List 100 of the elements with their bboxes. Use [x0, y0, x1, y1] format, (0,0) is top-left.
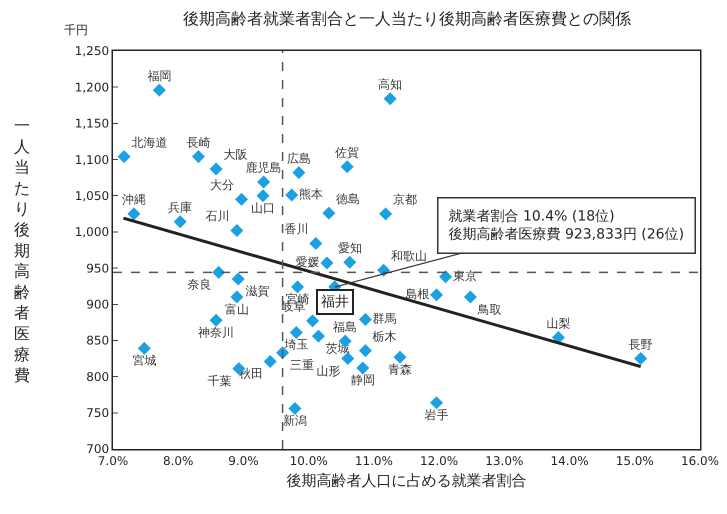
series-label: 栃木 — [372, 329, 397, 344]
point — [430, 288, 443, 302]
text: 千円 — [64, 23, 88, 37]
chart-title: 後期高齢者就業者割合と一人当たり後期高齢者医療費との関係 — [183, 9, 632, 28]
x-tick-label: 9.0% — [228, 454, 259, 468]
series-label: 香川 — [284, 222, 309, 236]
point — [322, 206, 336, 220]
series-label: 福島 — [333, 320, 358, 334]
point — [430, 396, 443, 410]
point — [285, 188, 298, 202]
y-tick-label: 1,050 — [74, 188, 110, 203]
series-label: 鳥取 — [476, 302, 502, 316]
series-label: 長崎 — [186, 135, 210, 150]
point — [306, 314, 320, 328]
y-tick-label: 700 — [86, 442, 110, 456]
point — [379, 207, 392, 220]
series-label: 奈良 — [187, 278, 212, 292]
y-tick-label: 750 — [86, 406, 110, 420]
series-label: 石川 — [206, 209, 230, 224]
point — [358, 312, 372, 326]
point — [384, 92, 397, 106]
annotation: 就業者割合 10.4% (18位) 後期高齢者医療費 923,833円 (26位) — [448, 208, 684, 243]
y-tick-label: 1,100 — [74, 152, 110, 167]
point — [464, 290, 477, 304]
series-label: 埼玉 — [283, 338, 308, 352]
series-label: 福岡 — [147, 68, 172, 83]
point — [257, 175, 270, 188]
x-axis-title: 後期高齢者人口に占める就業者割合 — [286, 472, 526, 490]
series-label: 沖縄 — [122, 192, 146, 207]
x-tick-label: 10.0% — [290, 454, 328, 468]
series-label: 鹿児島 — [246, 160, 282, 175]
series-label: 北海道 — [131, 135, 168, 150]
point — [256, 189, 270, 202]
y-tick-label: 800 — [86, 370, 110, 384]
series-label: 千葉 — [208, 374, 232, 388]
point — [210, 162, 223, 176]
series-label: 滋賀 — [245, 284, 270, 298]
y-tick-label: 1,150 — [74, 116, 110, 131]
point — [291, 280, 304, 294]
series-label: 新潟 — [282, 414, 307, 428]
y-tick-label: 900 — [86, 297, 110, 312]
x-tick-label: 13.0% — [485, 454, 524, 468]
x-tick-label: 7.0% — [98, 454, 128, 468]
point — [230, 224, 244, 237]
point — [288, 402, 302, 415]
series-label: 兵庫 — [168, 200, 192, 215]
point — [341, 352, 354, 366]
y-tick-label: 1,000 — [74, 225, 110, 240]
series-label: 岩手 — [424, 408, 448, 422]
x-tick-label: 12.0% — [420, 454, 458, 468]
series-label: 和歌山 — [390, 249, 427, 264]
point — [118, 150, 131, 164]
series-label: 愛媛 — [296, 255, 320, 270]
series-label: 島根 — [405, 286, 430, 301]
point — [292, 166, 306, 180]
series-label: 高知 — [378, 78, 402, 92]
series-label: 徳島 — [336, 192, 360, 206]
point — [312, 330, 325, 343]
point — [264, 354, 277, 368]
series-label: 広島 — [286, 151, 311, 166]
series-label: 宮城 — [132, 354, 156, 368]
point — [634, 352, 648, 366]
x-tick-label: 14.0% — [550, 454, 589, 468]
point — [234, 192, 248, 206]
x-tick-label: 11.0% — [354, 454, 393, 468]
series-label: 富山 — [224, 302, 249, 316]
series-label: 熊本 — [298, 187, 323, 201]
series-label: 長野 — [628, 337, 653, 352]
series-label: 静岡 — [350, 373, 375, 388]
point — [358, 344, 372, 358]
point — [439, 270, 452, 284]
point — [192, 150, 205, 164]
point — [212, 266, 226, 279]
series-label: 京都 — [392, 192, 417, 207]
point — [356, 361, 370, 374]
point — [309, 236, 322, 250]
x-tick-label: 15.0% — [616, 454, 654, 468]
series-label: 福井 — [321, 294, 349, 310]
point — [343, 256, 356, 269]
series-label: 三重 — [290, 358, 314, 372]
series-label: 群馬 — [372, 311, 397, 326]
series-label: 神奈川 — [198, 325, 234, 340]
point — [290, 326, 303, 339]
point — [138, 342, 151, 355]
point — [174, 215, 187, 228]
x-tick-label: 16.0% — [680, 454, 720, 468]
text: 一人当たり後期高齢者医療費 — [14, 116, 30, 385]
point — [320, 256, 334, 270]
y-tick-label: 850 — [86, 334, 110, 348]
series-label: 愛知 — [338, 241, 362, 256]
x-tick-label: 8.0% — [162, 454, 194, 468]
point — [152, 84, 166, 97]
point — [393, 350, 406, 364]
point — [230, 290, 244, 304]
point — [232, 272, 245, 286]
series-label: 山形 — [316, 364, 341, 378]
series-label: 青森 — [388, 362, 412, 376]
y-tick-label: 1,250 — [74, 44, 110, 58]
series-label: 大分 — [210, 178, 234, 192]
point — [340, 160, 354, 174]
